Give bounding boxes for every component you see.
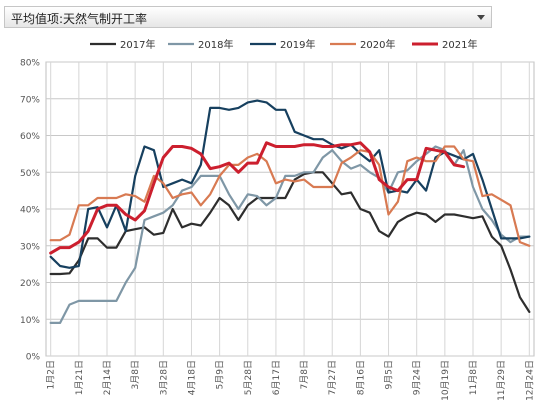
series-selector-dropdown[interactable]: 平均值项:天然气制开工率 [4,6,492,28]
x-tick-label: 3月8日 [130,360,141,389]
y-tick-label: 60% [20,132,40,142]
series-line-2019年 [49,99,531,269]
y-tick-label: 20% [20,279,40,289]
x-tick-label: 6月17日 [271,360,282,395]
y-tick-label: 70% [20,95,40,105]
y-tick-label: 0% [26,353,41,363]
y-tick-label: 30% [20,242,40,252]
x-tick-label: 2月14日 [102,360,113,395]
x-tick-label: 9月5日 [384,360,395,389]
series-line-2021年 [49,141,466,255]
x-tick-label: 12月24日 [524,360,535,401]
x-tick-label: 3月28日 [158,360,169,395]
x-tick-label: 7月27日 [327,360,338,395]
x-tick-label: 5月28日 [243,360,254,395]
chevron-down-icon[interactable] [477,15,485,20]
y-tick-label: 50% [20,169,40,179]
series-line-2020年 [49,145,531,247]
x-tick-label: 11月29日 [496,360,507,401]
x-tick-label: 4月18日 [186,360,197,395]
y-tick-label: 40% [20,206,40,216]
legend-label: 2020年 [360,38,395,51]
x-tick-label: 9月24日 [412,360,423,395]
legend-label: 2017年 [120,38,155,51]
x-tick-label: 5月9日 [215,360,226,389]
x-tick-label: 11月8日 [468,360,479,395]
y-tick-label: 80% [20,59,40,69]
x-tick-label: 10月19日 [440,360,451,401]
y-tick-label: 10% [20,316,40,326]
x-tick-label: 8月16日 [355,360,366,395]
x-tick-label: 1月21日 [74,360,85,395]
x-tick-label: 7月8日 [299,360,310,389]
legend-label: 2019年 [280,38,315,51]
legend-label: 2021年 [442,38,477,51]
selector-label: 平均值项:天然气制开工率 [11,12,148,26]
legend-label: 2018年 [198,38,233,51]
x-tick-label: 1月2日 [46,360,57,389]
series-line-2017年 [49,171,531,313]
